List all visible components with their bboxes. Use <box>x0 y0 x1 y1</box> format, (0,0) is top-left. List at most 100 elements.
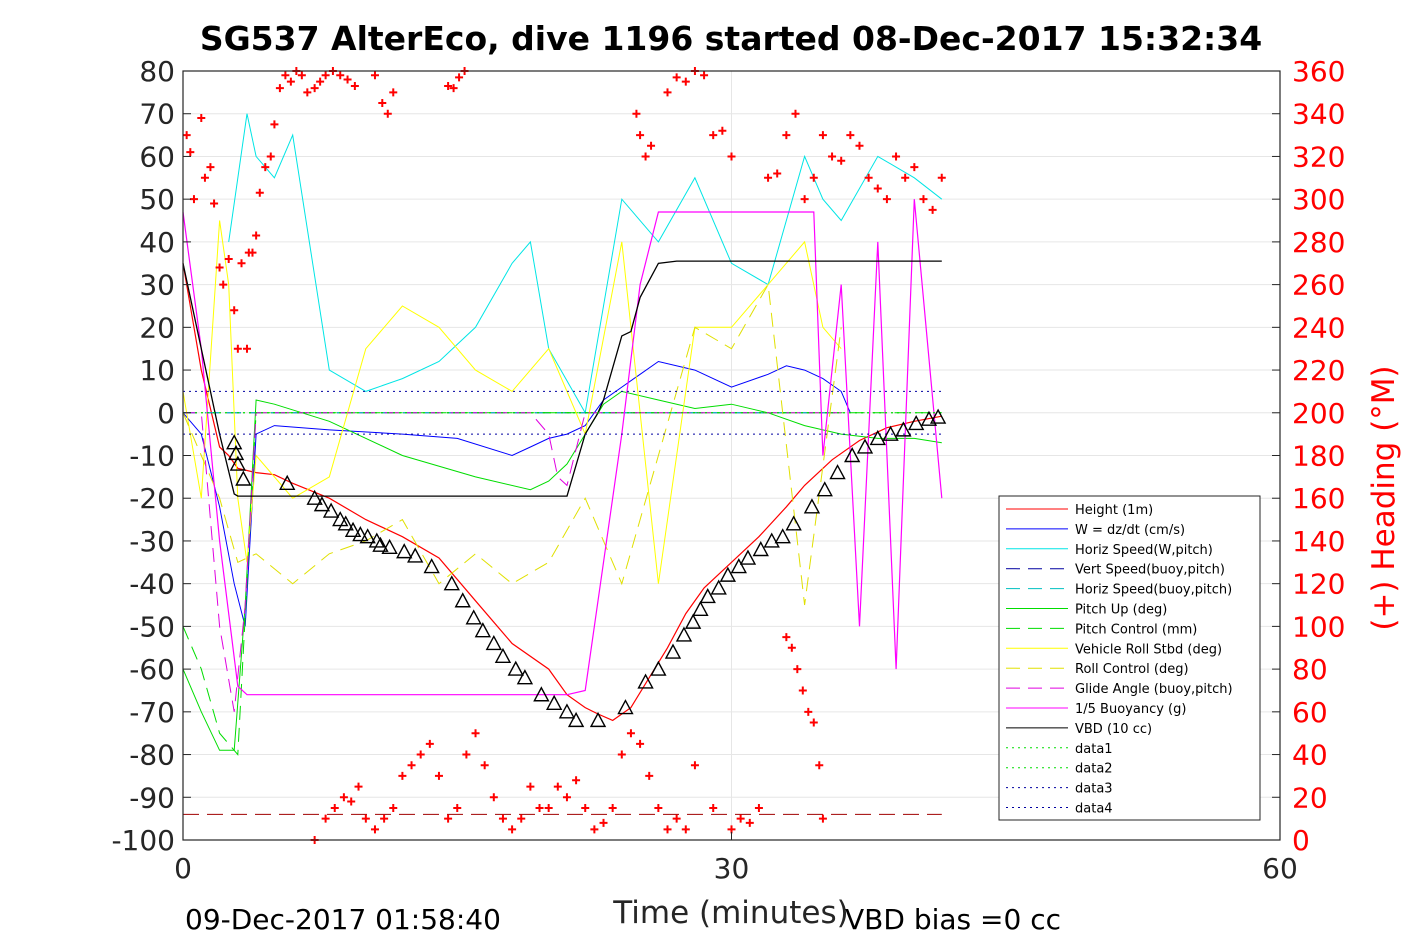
heading-point <box>407 761 416 770</box>
heading-point <box>480 761 489 770</box>
vbd-marker <box>739 549 757 565</box>
vbd-marker <box>567 711 585 728</box>
heading-point <box>210 199 219 208</box>
vbd-marker <box>372 536 389 552</box>
vbd-marker <box>719 566 737 582</box>
y-tick-label: -20 <box>129 482 175 515</box>
legend-label: Vert Speed(buoy,pitch) <box>1075 563 1225 578</box>
y-tick-label: -100 <box>111 824 175 857</box>
heading-point <box>654 803 663 812</box>
heading-point <box>663 88 672 97</box>
series-line <box>182 220 842 584</box>
y-tick-label: -30 <box>129 525 175 558</box>
heading-point <box>645 771 654 780</box>
y-tick-label: -50 <box>129 610 175 643</box>
heading-point <box>910 163 919 172</box>
vbd-marker <box>454 592 471 608</box>
heading-point <box>928 205 937 214</box>
right-tick-label: 140 <box>1292 525 1345 558</box>
right-tick-label: 0 <box>1292 824 1310 857</box>
heading-point <box>718 126 727 135</box>
right-tick-label: 320 <box>1292 140 1345 173</box>
vbd-marker <box>465 609 482 625</box>
heading-point <box>681 825 690 834</box>
vbd-marker <box>617 699 634 715</box>
heading-point <box>255 188 264 197</box>
heading-point <box>599 818 608 827</box>
y-tick-label: 20 <box>139 311 175 344</box>
x-tick-label: 30 <box>714 852 750 885</box>
heading-point <box>197 113 206 122</box>
vbd-marker <box>407 547 424 563</box>
legend-label: Pitch Control (mm) <box>1075 622 1197 637</box>
legend-label: Glide Angle (buoy,pitch) <box>1075 682 1233 697</box>
chart-title: SG537 AlterEco, dive 1196 started 08-Dec… <box>200 19 1262 58</box>
heading-point <box>919 195 928 204</box>
x-tick-label: 0 <box>174 852 192 885</box>
heading-point <box>517 814 526 823</box>
footer-vbd-bias: VBD bias =0 cc <box>845 903 1061 936</box>
heading-point <box>321 814 330 823</box>
heading-point <box>562 793 571 802</box>
heading-point <box>330 803 339 812</box>
vbd-marker <box>774 528 791 544</box>
vbd-marker <box>929 408 947 424</box>
vbd-marker <box>785 515 802 531</box>
right-tick-label: 60 <box>1292 696 1328 729</box>
heading-point <box>416 750 425 759</box>
heading-point <box>787 643 796 652</box>
y-tick-label: 30 <box>139 269 175 302</box>
heading-point <box>343 75 352 84</box>
vbd-marker <box>699 588 716 604</box>
right-tick-label: 280 <box>1292 226 1345 259</box>
heading-point <box>700 71 709 80</box>
series-line <box>182 199 943 696</box>
heading-point <box>544 803 553 812</box>
right-axis-label: (+) Heading (°M) <box>1366 365 1402 630</box>
heading-point <box>378 99 387 108</box>
heading-point <box>425 739 434 748</box>
heading-layer <box>182 67 946 844</box>
heading-point <box>617 750 626 759</box>
legend-label: data4 <box>1075 802 1113 817</box>
heading-point <box>818 814 827 823</box>
heading-point <box>389 803 398 812</box>
legend-label: Vehicle Roll Stbd (deg) <box>1075 642 1222 657</box>
vbd-marker <box>843 447 861 463</box>
vbd-marker <box>589 711 607 728</box>
vbd-marker <box>895 421 912 437</box>
legend-label: data3 <box>1075 782 1113 797</box>
vbd-marker <box>443 575 460 591</box>
vbd-marker <box>763 532 780 548</box>
heading-point <box>370 825 379 834</box>
y-tick-label: 80 <box>139 55 175 88</box>
legend-box <box>998 495 1261 821</box>
heading-point <box>828 152 837 161</box>
heading-point <box>690 761 699 770</box>
vbd-marker <box>423 558 440 574</box>
legend-label: Pitch Up (deg) <box>1075 603 1167 618</box>
footer-timestamp: 09-Dec-2017 01:58:40 <box>185 903 501 936</box>
vbd-marker <box>359 528 376 544</box>
vbd-marker <box>730 558 747 574</box>
heading-point <box>672 814 681 823</box>
heading-point <box>864 173 873 182</box>
heading-point <box>354 782 363 791</box>
vbd-marker <box>396 543 413 559</box>
y-tick-label: 60 <box>139 140 175 173</box>
heading-point <box>800 195 809 204</box>
right-tick-label: 120 <box>1292 568 1345 601</box>
heading-point <box>252 231 261 240</box>
vbd-marker <box>494 647 512 663</box>
heading-point <box>297 71 306 80</box>
heading-point <box>809 718 818 727</box>
heading-point <box>310 84 319 93</box>
legend-label: data2 <box>1075 762 1113 777</box>
heading-point <box>261 163 270 172</box>
heading-point <box>709 803 718 812</box>
y-tick-label: -90 <box>129 781 175 814</box>
vbd-marker <box>675 626 693 642</box>
heading-point <box>818 131 827 140</box>
heading-point <box>453 803 462 812</box>
